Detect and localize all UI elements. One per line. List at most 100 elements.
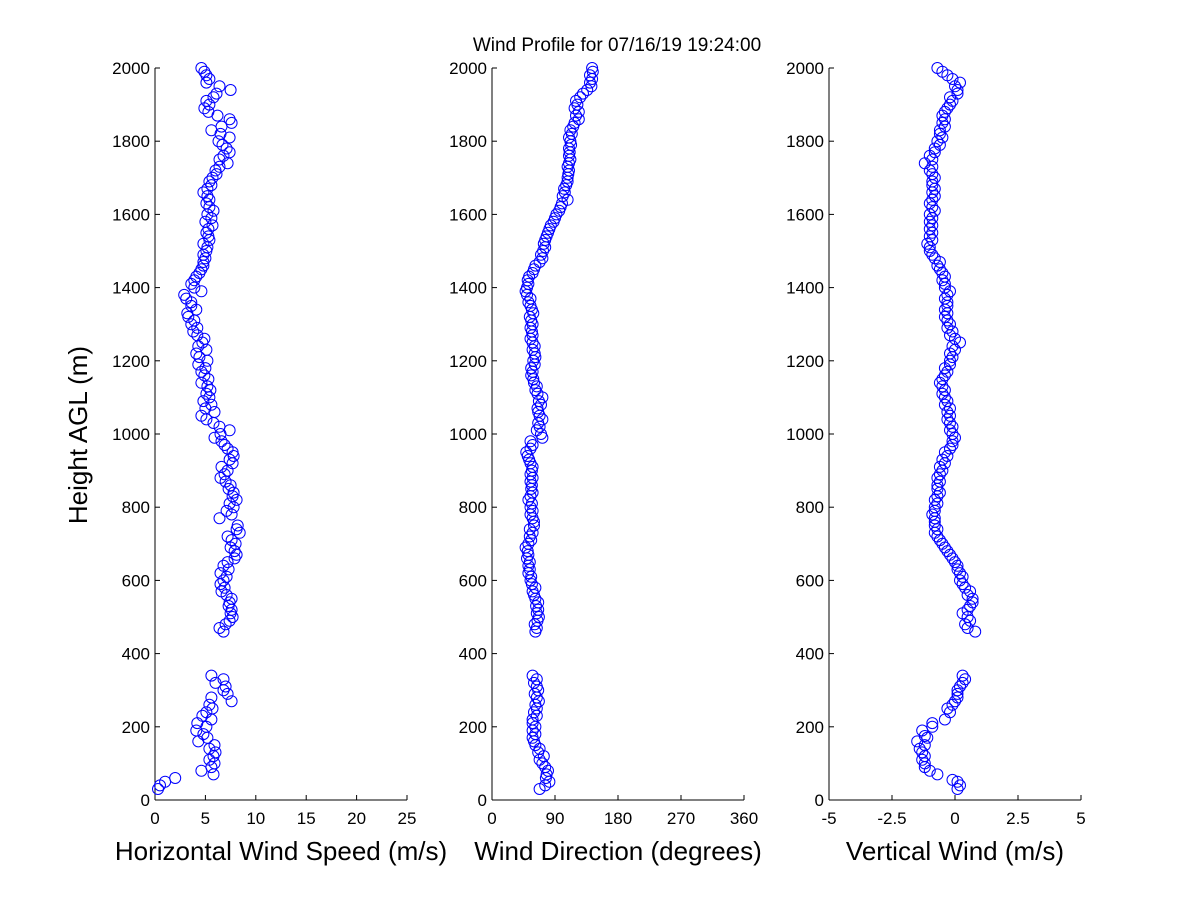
data-point xyxy=(938,713,951,726)
data-point xyxy=(528,519,540,532)
data-point xyxy=(941,102,954,115)
data-point xyxy=(521,545,534,558)
data-point xyxy=(938,292,951,305)
data-point xyxy=(526,669,539,682)
data-point xyxy=(944,417,956,429)
y-tick-label-speed: 1200 xyxy=(112,352,150,371)
data-point xyxy=(201,190,214,203)
data-point xyxy=(938,270,951,283)
data-point xyxy=(574,91,587,104)
data-point xyxy=(195,285,208,298)
data-point xyxy=(199,402,212,415)
y-tick-label-vertical: 1600 xyxy=(786,205,824,224)
data-point xyxy=(926,201,939,214)
data-point xyxy=(954,680,966,693)
y-axis-label: Height AGL (m) xyxy=(63,346,93,524)
data-point xyxy=(198,369,211,382)
data-point xyxy=(941,406,954,418)
data-point xyxy=(923,197,936,210)
data-point xyxy=(209,746,222,759)
y-tick-label-direction: 800 xyxy=(459,498,487,517)
data-point xyxy=(206,702,219,715)
data-point xyxy=(536,413,549,426)
data-point xyxy=(523,556,536,569)
data-point xyxy=(951,691,964,704)
data-point xyxy=(969,625,982,638)
data-point xyxy=(199,362,212,375)
data-point xyxy=(928,182,941,195)
data-point xyxy=(201,182,214,195)
data-point xyxy=(944,409,956,422)
y-tick-label-direction: 1200 xyxy=(449,352,487,371)
data-point xyxy=(523,530,536,543)
data-point xyxy=(219,618,232,631)
data-point xyxy=(946,420,959,433)
panel-direction: 0 200 400 600 800 1000 1200 1400 1600 1800 2000 0 90… xyxy=(449,59,762,866)
data-point xyxy=(938,398,951,411)
x-axis-label-speed: Horizontal Wind Speed (m/s) xyxy=(115,836,447,866)
data-point xyxy=(525,464,538,477)
data-point xyxy=(225,603,238,616)
y-tick-label-vertical: 1800 xyxy=(786,132,824,151)
data-point xyxy=(581,84,594,96)
data-point xyxy=(205,398,218,411)
data-point xyxy=(205,761,218,774)
data-point xyxy=(197,395,210,408)
data-point xyxy=(525,570,538,583)
data-point xyxy=(926,720,939,733)
figure-title: Wind Profile for 07/16/19 19:24:00 xyxy=(473,35,761,56)
data-point xyxy=(926,168,939,181)
data-point xyxy=(224,607,237,620)
data-point xyxy=(938,303,951,316)
data-point xyxy=(531,387,544,400)
data-point xyxy=(931,768,944,781)
data-point xyxy=(954,567,966,580)
data-point xyxy=(944,354,956,367)
data-point xyxy=(519,541,532,554)
data-point xyxy=(190,347,203,360)
data-point xyxy=(220,142,233,155)
data-point xyxy=(944,706,956,719)
data-point xyxy=(223,424,236,437)
data-point xyxy=(523,523,536,536)
data-point xyxy=(584,76,596,89)
data-point xyxy=(530,424,543,437)
data-point xyxy=(225,695,238,708)
data-point xyxy=(199,215,212,228)
data-point xyxy=(217,574,230,587)
data-point xyxy=(931,523,944,536)
x-tick-label-speed: 5 xyxy=(201,809,210,828)
data-point xyxy=(198,332,211,345)
data-point xyxy=(215,460,228,473)
data-point xyxy=(928,493,941,506)
data-point xyxy=(577,87,589,100)
data-point xyxy=(195,365,208,378)
data-point xyxy=(206,171,219,184)
data-point xyxy=(926,193,939,206)
data-point xyxy=(535,428,547,440)
data-point xyxy=(528,676,540,689)
y-tick-label-vertical: 1400 xyxy=(786,279,824,298)
data-point xyxy=(926,212,939,225)
data-point xyxy=(923,164,936,177)
data-point xyxy=(931,530,944,543)
data-point xyxy=(946,351,959,364)
data-point xyxy=(926,219,939,232)
data-point xyxy=(185,277,198,290)
data-point xyxy=(964,614,977,627)
data-point xyxy=(191,321,204,334)
data-point xyxy=(203,98,216,111)
data-point xyxy=(951,687,964,700)
data-point xyxy=(936,380,949,393)
data-point xyxy=(529,728,542,741)
data-point xyxy=(530,680,543,693)
data-point xyxy=(536,757,549,770)
y-tick-label-speed: 800 xyxy=(122,498,150,517)
data-point xyxy=(951,84,964,96)
data-point xyxy=(525,362,538,375)
x-tick-label-speed: 25 xyxy=(398,809,417,828)
data-point xyxy=(946,435,959,448)
data-point xyxy=(524,442,537,455)
data-point xyxy=(231,519,244,532)
